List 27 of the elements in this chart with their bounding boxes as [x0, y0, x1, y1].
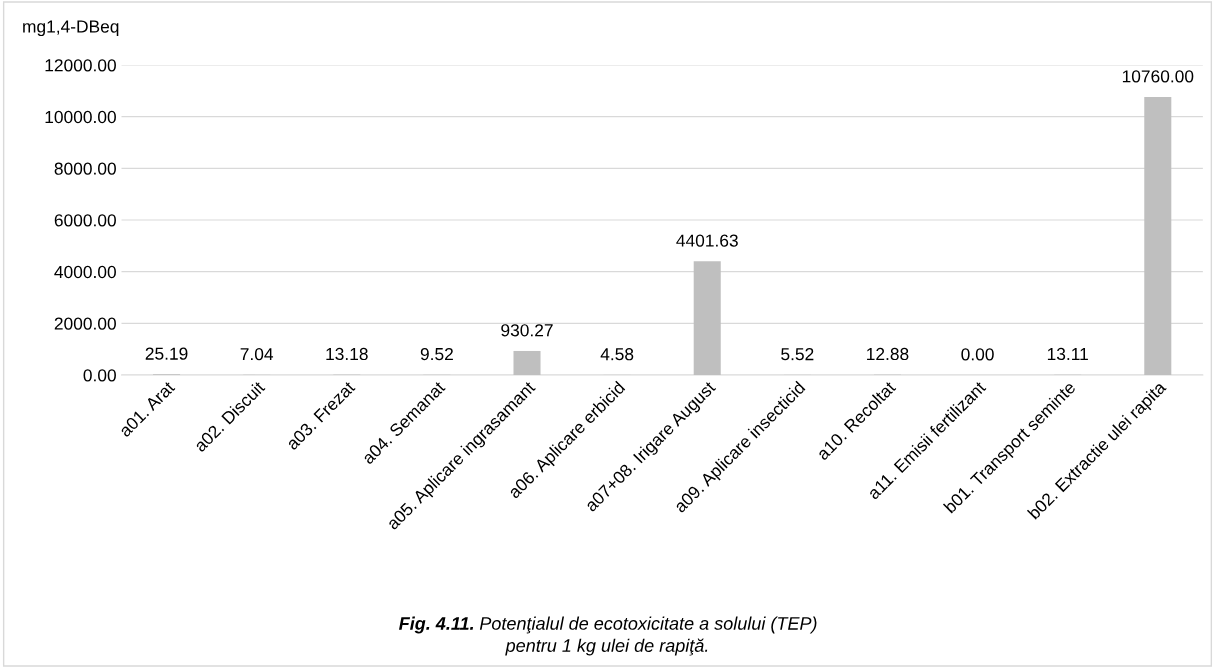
- data-label: 0.00: [961, 348, 994, 361]
- text: Potenţialul de ecotoxicitate a solului (TEP): [479, 616, 817, 634]
- data-label: 4401.63: [676, 234, 738, 247]
- data-label: 7.04: [240, 347, 274, 361]
- data-label: 13.11: [1047, 347, 1088, 361]
- y-tick-label: 0.00: [83, 369, 116, 382]
- y-tick-label: 10000.00: [45, 110, 116, 124]
- caption: Fig. 4.11.: [399, 616, 474, 634]
- data-label: 12.88: [867, 347, 909, 361]
- y-tick-label: 4000.00: [54, 265, 116, 279]
- data-label: 930.27: [501, 324, 553, 337]
- x-tick-label: a01. Arat: [118, 380, 176, 438]
- y-tick-label: 6000.00: [54, 214, 116, 227]
- text: pentru 1 kg ulei de rapiţă.: [505, 638, 708, 656]
- bar: [1144, 97, 1172, 375]
- data-label: 4.58: [600, 348, 634, 361]
- data-label: 13.18: [326, 347, 368, 361]
- bar: [693, 261, 721, 375]
- y-axis-title: mg1,4-DBeq: [23, 20, 119, 37]
- bar: [513, 350, 541, 375]
- y-tick-label: 2000.00: [54, 317, 116, 330]
- data-label: 5.52: [781, 348, 814, 361]
- data-label: 10760.00: [1122, 70, 1194, 83]
- data-label: 25.19: [145, 347, 188, 360]
- y-tick-label: 8000.00: [54, 162, 116, 175]
- y-tick-label: 12000.00: [45, 59, 116, 72]
- data-label: 9.52: [420, 347, 453, 361]
